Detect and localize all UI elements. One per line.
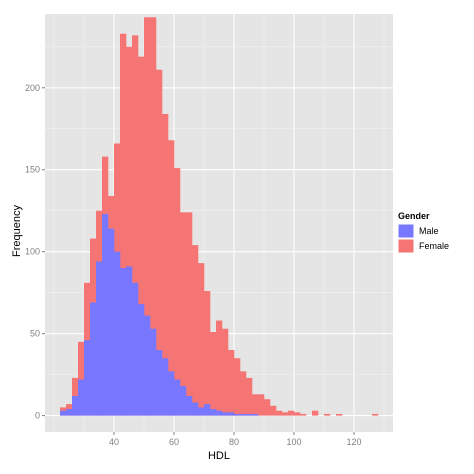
y-axis-title: Frequency xyxy=(11,205,23,257)
histogram-bar-female xyxy=(138,56,145,416)
x-axis-ticks: 40 60 80 100 120 xyxy=(109,432,362,447)
histogram-bar-male xyxy=(72,395,79,416)
histogram-bar-female xyxy=(120,33,127,416)
histogram-bar-male xyxy=(126,266,133,416)
male-bars xyxy=(60,213,259,416)
histogram-bar-male xyxy=(168,371,175,416)
histogram-bar-male xyxy=(150,328,157,416)
histogram-bar-male xyxy=(138,304,145,416)
histogram-bar-male xyxy=(102,213,109,416)
histogram-bar-female xyxy=(240,371,247,416)
histogram-bar-male xyxy=(66,409,73,416)
histogram-bar-female xyxy=(234,358,241,416)
y-axis-ticks: 0 50 100 150 200 xyxy=(25,83,45,421)
legend-key-male xyxy=(397,223,415,239)
x-tick-label: 120 xyxy=(346,437,361,447)
histogram-bar-male xyxy=(90,302,97,416)
histogram-bar-female xyxy=(372,413,379,416)
y-tick-label: 0 xyxy=(35,411,40,421)
legend-title: Gender xyxy=(398,211,430,221)
histogram-bar-female xyxy=(192,245,199,416)
histogram-bar-female xyxy=(336,413,343,416)
x-tick-label: 40 xyxy=(109,437,119,447)
y-tick-label: 200 xyxy=(25,83,40,93)
y-tick-label: 100 xyxy=(25,247,40,257)
histogram-bar-female xyxy=(204,291,211,416)
histogram-bar-female xyxy=(216,320,223,416)
histogram-bar-male xyxy=(144,315,151,416)
histogram-bar-female xyxy=(228,350,235,416)
legend-label-male: Male xyxy=(419,226,439,236)
histogram-bar-male xyxy=(252,413,259,416)
histogram-bar-female xyxy=(270,405,277,416)
histogram-bar-female xyxy=(186,212,193,416)
histogram-bar-female xyxy=(264,399,271,416)
histogram-bar-male xyxy=(132,282,139,416)
histogram-bar-male xyxy=(108,228,115,416)
histogram-bar-female xyxy=(294,412,301,416)
histogram-bar-female xyxy=(222,328,229,416)
histogram-bar-female xyxy=(246,377,253,416)
histogram-bar-female xyxy=(126,46,133,416)
histogram-bar-male xyxy=(162,358,169,416)
histogram-bar-female xyxy=(300,413,307,416)
histogram-bar-male xyxy=(234,413,241,416)
histogram-bar-male xyxy=(78,379,85,416)
histogram-bar-female xyxy=(198,263,205,416)
histogram-bar-male xyxy=(240,413,247,416)
histogram-bar-female xyxy=(174,168,181,416)
histogram-bar-female xyxy=(276,410,283,416)
legend-key-female xyxy=(397,238,415,254)
histogram-bar-female xyxy=(156,69,163,416)
histogram-bar-male xyxy=(210,409,217,416)
histogram-bar-female xyxy=(324,413,331,416)
y-tick-label: 50 xyxy=(30,329,40,339)
histogram-bar-female xyxy=(162,113,169,416)
histogram-bar-male xyxy=(156,350,163,416)
histogram-bar-female xyxy=(312,410,319,416)
histogram-bar-male xyxy=(60,410,67,416)
y-tick-label: 150 xyxy=(25,165,40,175)
histogram-bar-male xyxy=(174,379,181,416)
x-axis-title: HDL xyxy=(208,450,230,462)
histogram-bar-female xyxy=(78,341,85,416)
histogram-bar-male xyxy=(222,412,229,416)
histogram-bar-female xyxy=(132,35,139,416)
legend: Gender Male Female xyxy=(397,211,449,254)
histogram-bar-male xyxy=(204,404,211,416)
histogram-bar-male xyxy=(192,402,199,416)
histogram-bar-male xyxy=(84,340,91,416)
histogram-bar-female xyxy=(168,140,175,416)
histogram-bar-female xyxy=(288,410,295,416)
histogram-bar-female xyxy=(180,212,187,416)
x-tick-label: 100 xyxy=(286,437,301,447)
x-tick-label: 80 xyxy=(229,437,239,447)
histogram-bar-female xyxy=(252,394,259,416)
histogram-bar-male xyxy=(114,251,121,416)
histogram-bar-male xyxy=(216,410,223,416)
histogram-bar-female xyxy=(282,412,289,416)
histogram-bar-male xyxy=(96,261,103,416)
histogram-bar-male xyxy=(120,268,127,416)
histogram-bar-female xyxy=(210,332,217,416)
histogram-bar-male xyxy=(186,395,193,416)
histogram-bar-male xyxy=(180,386,187,416)
histogram-bar-male xyxy=(228,412,235,416)
histogram-bar-female xyxy=(258,394,265,416)
legend-label-female: Female xyxy=(419,241,449,251)
histogram-bar-female xyxy=(150,17,157,416)
histogram-bar-male xyxy=(246,413,253,416)
histogram-bar-female xyxy=(144,17,151,416)
x-tick-label: 60 xyxy=(169,437,179,447)
histogram-bar-male xyxy=(198,407,205,416)
